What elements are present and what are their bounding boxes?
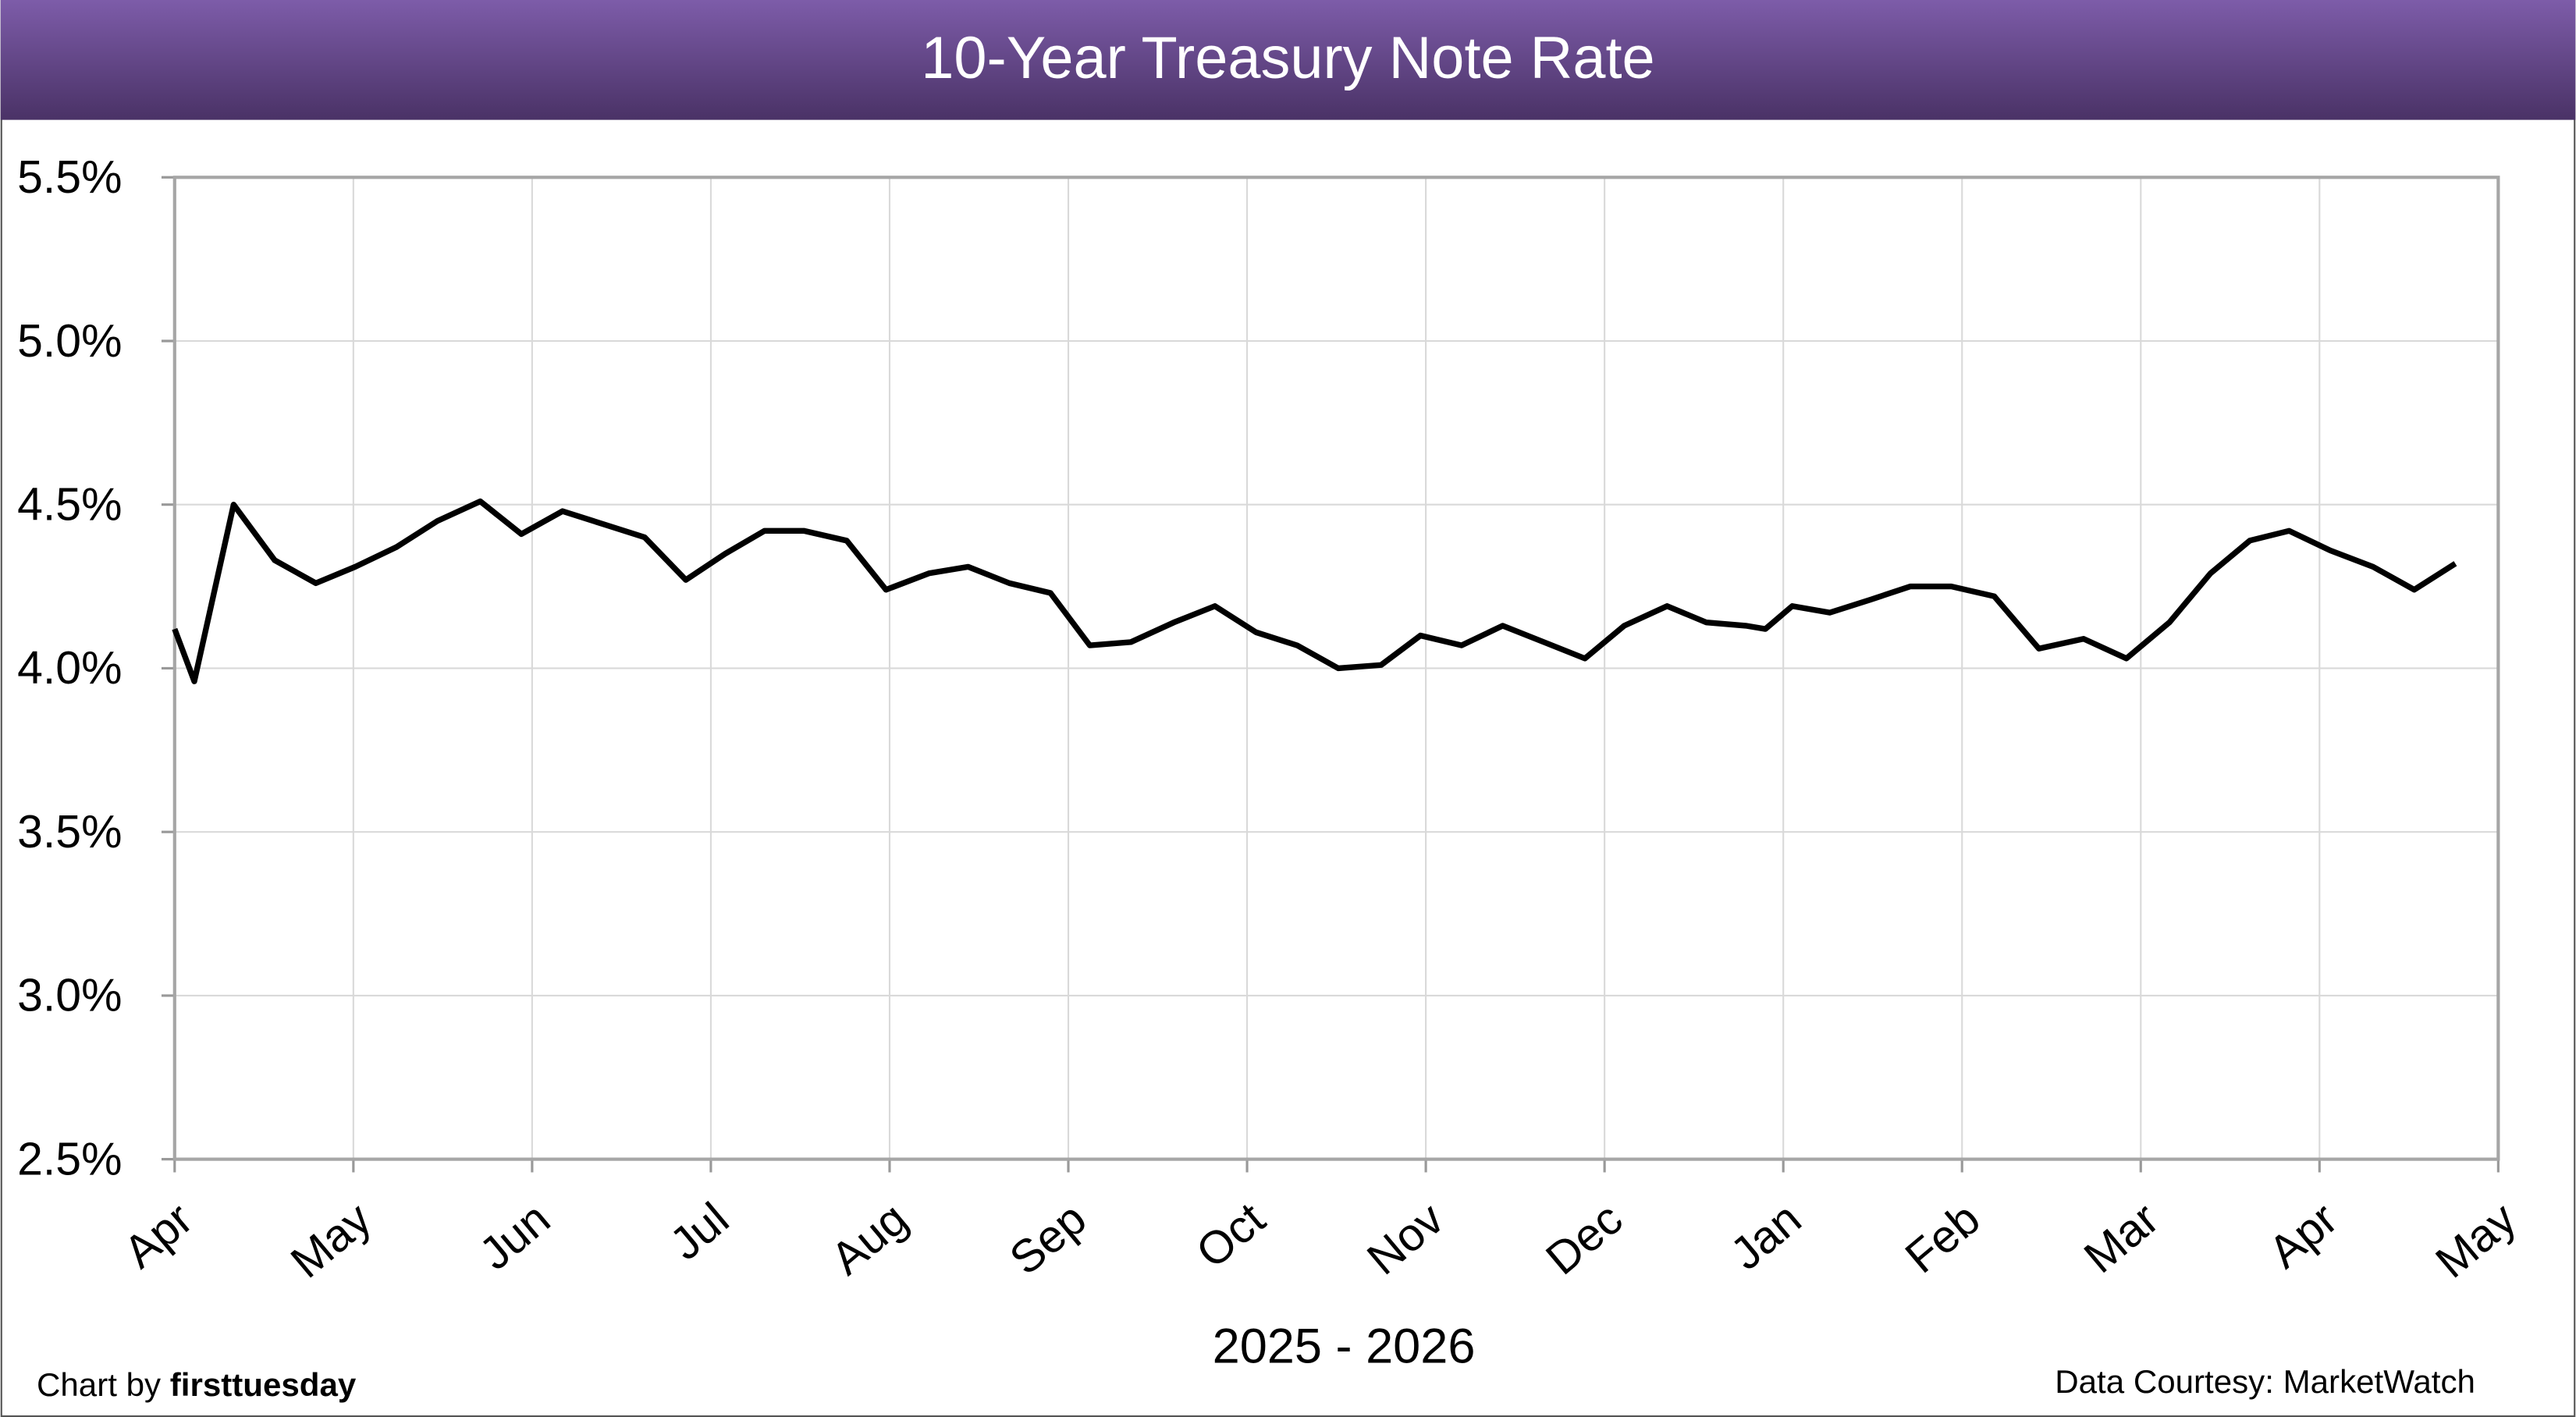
y-tick-label: 5.5% bbox=[17, 152, 122, 203]
line-series bbox=[172, 498, 2457, 684]
credit: Chart by firsttuesday bbox=[37, 1366, 357, 1403]
chart-title: 10-Year Treasury Note Rate bbox=[921, 25, 1654, 91]
source: Data Courtesy: MarketWatch bbox=[2055, 1363, 2475, 1400]
x-axis-label: 2025 - 2026 bbox=[1213, 1319, 1476, 1373]
y-tick-label: 2.5% bbox=[17, 1134, 122, 1184]
y-tick-label: 4.0% bbox=[17, 643, 122, 694]
y-tick-label: 3.5% bbox=[17, 807, 122, 858]
title-bar bbox=[0, 0, 2576, 120]
y-tick-label: 3.0% bbox=[17, 971, 122, 1021]
y-tick-label: 5.0% bbox=[17, 316, 122, 367]
credit-name: firsttuesday bbox=[170, 1366, 357, 1403]
y-tick-label: 4.5% bbox=[17, 479, 122, 530]
credit-prefix: Chart by bbox=[37, 1366, 161, 1403]
plot-border bbox=[172, 176, 2500, 1161]
